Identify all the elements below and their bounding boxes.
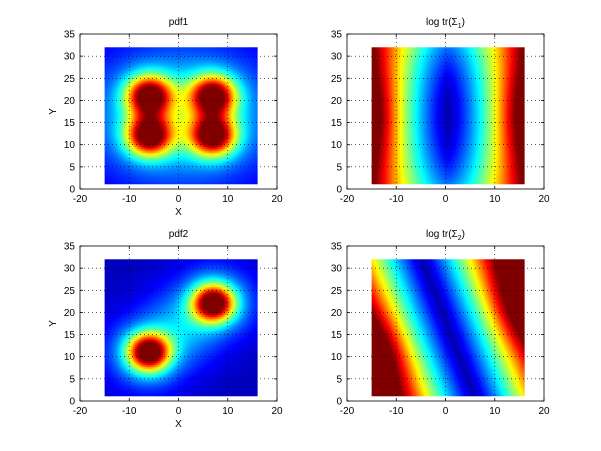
y-tick-label: 35	[331, 30, 343, 41]
chart-title: pdf1	[169, 17, 189, 28]
y-tick-label: 0	[69, 185, 75, 196]
y-tick-label: 20	[64, 96, 76, 107]
x-tick-label: -20	[73, 406, 88, 417]
y-tick-label: 5	[69, 162, 75, 173]
y-tick-label: 30	[64, 52, 76, 63]
y-tick-label: 20	[64, 308, 76, 319]
y-tick-label: 30	[64, 264, 76, 275]
y-tick-label: 10	[64, 140, 76, 151]
y-tick-label: 5	[69, 374, 75, 385]
y-tick-label: 15	[64, 118, 76, 129]
y-tick-label: 20	[331, 96, 343, 107]
y-tick-label: 35	[64, 30, 76, 41]
y-tick-label: 0	[69, 397, 75, 408]
x-axis-label: X	[175, 207, 182, 218]
x-tick-label: 10	[489, 406, 501, 417]
y-tick-label: 30	[331, 52, 343, 63]
y-tick-label: 35	[331, 242, 343, 253]
y-tick-label: 20	[331, 308, 343, 319]
subplot-4: -20 -10 0 10 20 0 5 10 15 20 25 30 35 log tr(Σ2)	[331, 229, 550, 417]
chart-title: log tr(Σ2)	[426, 229, 465, 242]
x-tick-label: 20	[538, 406, 550, 417]
subplot-1: -20 -10 0 10 20 0 5 10 15 20 25 30 35 pdf1 X Y	[48, 17, 283, 218]
heatmap-image	[371, 47, 525, 185]
y-tick-label: 35	[64, 242, 76, 253]
y-tick-label: 10	[331, 352, 343, 363]
x-tick-label: 10	[222, 194, 234, 205]
subplot-2: -20 -10 0 10 20 0 5 10 15 20 25 30 35 log tr(Σ1)	[331, 17, 550, 205]
y-tick-label: 5	[336, 162, 342, 173]
y-tick-label: 30	[331, 264, 343, 275]
y-tick-label: 25	[331, 286, 343, 297]
heatmap-image	[371, 259, 525, 397]
x-tick-label: 0	[176, 406, 182, 417]
subplot-3: -20 -10 0 10 20 0 5 10 15 20 25 30 35 pdf2 X Y	[48, 229, 283, 430]
y-tick-label: 15	[331, 330, 343, 341]
x-tick-label: 10	[489, 194, 501, 205]
x-tick-label: 20	[538, 194, 550, 205]
y-axis-label: Y	[48, 320, 59, 327]
y-tick-label: 25	[331, 74, 343, 85]
x-tick-label: 20	[271, 194, 283, 205]
x-tick-label: 0	[443, 194, 449, 205]
x-tick-label: -20	[73, 194, 88, 205]
y-tick-label: 0	[336, 185, 342, 196]
x-tick-label: 10	[222, 406, 234, 417]
y-tick-label: 10	[64, 352, 76, 363]
x-tick-label: -20	[340, 406, 355, 417]
y-tick-label: 15	[331, 118, 343, 129]
chart-title: pdf2	[169, 229, 189, 240]
x-tick-label: 0	[176, 194, 182, 205]
x-tick-label: 20	[271, 406, 283, 417]
x-tick-label: -20	[340, 194, 355, 205]
y-tick-label: 25	[64, 74, 76, 85]
x-tick-label: -10	[122, 194, 137, 205]
heatmap-image	[104, 259, 258, 397]
chart-title: log tr(Σ1)	[426, 17, 465, 30]
x-tick-label: -10	[122, 406, 137, 417]
x-axis-label: X	[175, 419, 182, 430]
y-axis-label: Y	[48, 108, 59, 115]
y-tick-label: 10	[331, 140, 343, 151]
heatmap-image	[104, 47, 258, 185]
x-tick-label: 0	[443, 406, 449, 417]
y-tick-label: 15	[64, 330, 76, 341]
y-tick-label: 5	[336, 374, 342, 385]
y-tick-label: 0	[336, 397, 342, 408]
y-tick-label: 25	[64, 286, 76, 297]
x-tick-label: -10	[389, 194, 404, 205]
x-tick-label: -10	[389, 406, 404, 417]
